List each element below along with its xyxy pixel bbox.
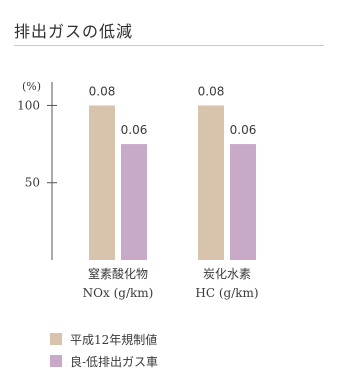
x-category-unit: HC (g/km)	[195, 286, 258, 300]
bar-data-label: 0.06	[121, 123, 148, 137]
page-title: 排出ガスの低減	[14, 22, 134, 41]
bar	[89, 105, 115, 260]
bar-data-label: 0.08	[198, 84, 225, 98]
x-category-label: 炭化水素	[203, 267, 251, 281]
y-tick-label: 100	[17, 98, 40, 112]
title-divider	[14, 45, 324, 46]
legend-label-low-emission: 良-低排出ガス車	[70, 354, 159, 369]
legend-item-low-emission: 良-低排出ガス車	[50, 352, 158, 370]
legend-swatch-standard	[50, 333, 62, 345]
legend-label-standard: 平成12年規制値	[70, 332, 158, 347]
bar	[230, 144, 256, 260]
x-category-unit: NOx (g/km)	[83, 286, 154, 300]
bar-data-label: 0.08	[89, 84, 116, 98]
y-tick-label: 50	[25, 176, 40, 190]
x-category-label: 窒素酸化物	[88, 266, 148, 281]
bar-data-label: 0.06	[230, 123, 257, 137]
legend-swatch-low-emission	[50, 355, 62, 367]
y-axis-unit: (%)	[22, 80, 41, 93]
legend-item-standard: 平成12年規制値	[50, 330, 158, 348]
legend: 平成12年規制値 良-低排出ガス車	[50, 330, 158, 374]
bar	[121, 144, 147, 260]
bar	[198, 105, 224, 260]
